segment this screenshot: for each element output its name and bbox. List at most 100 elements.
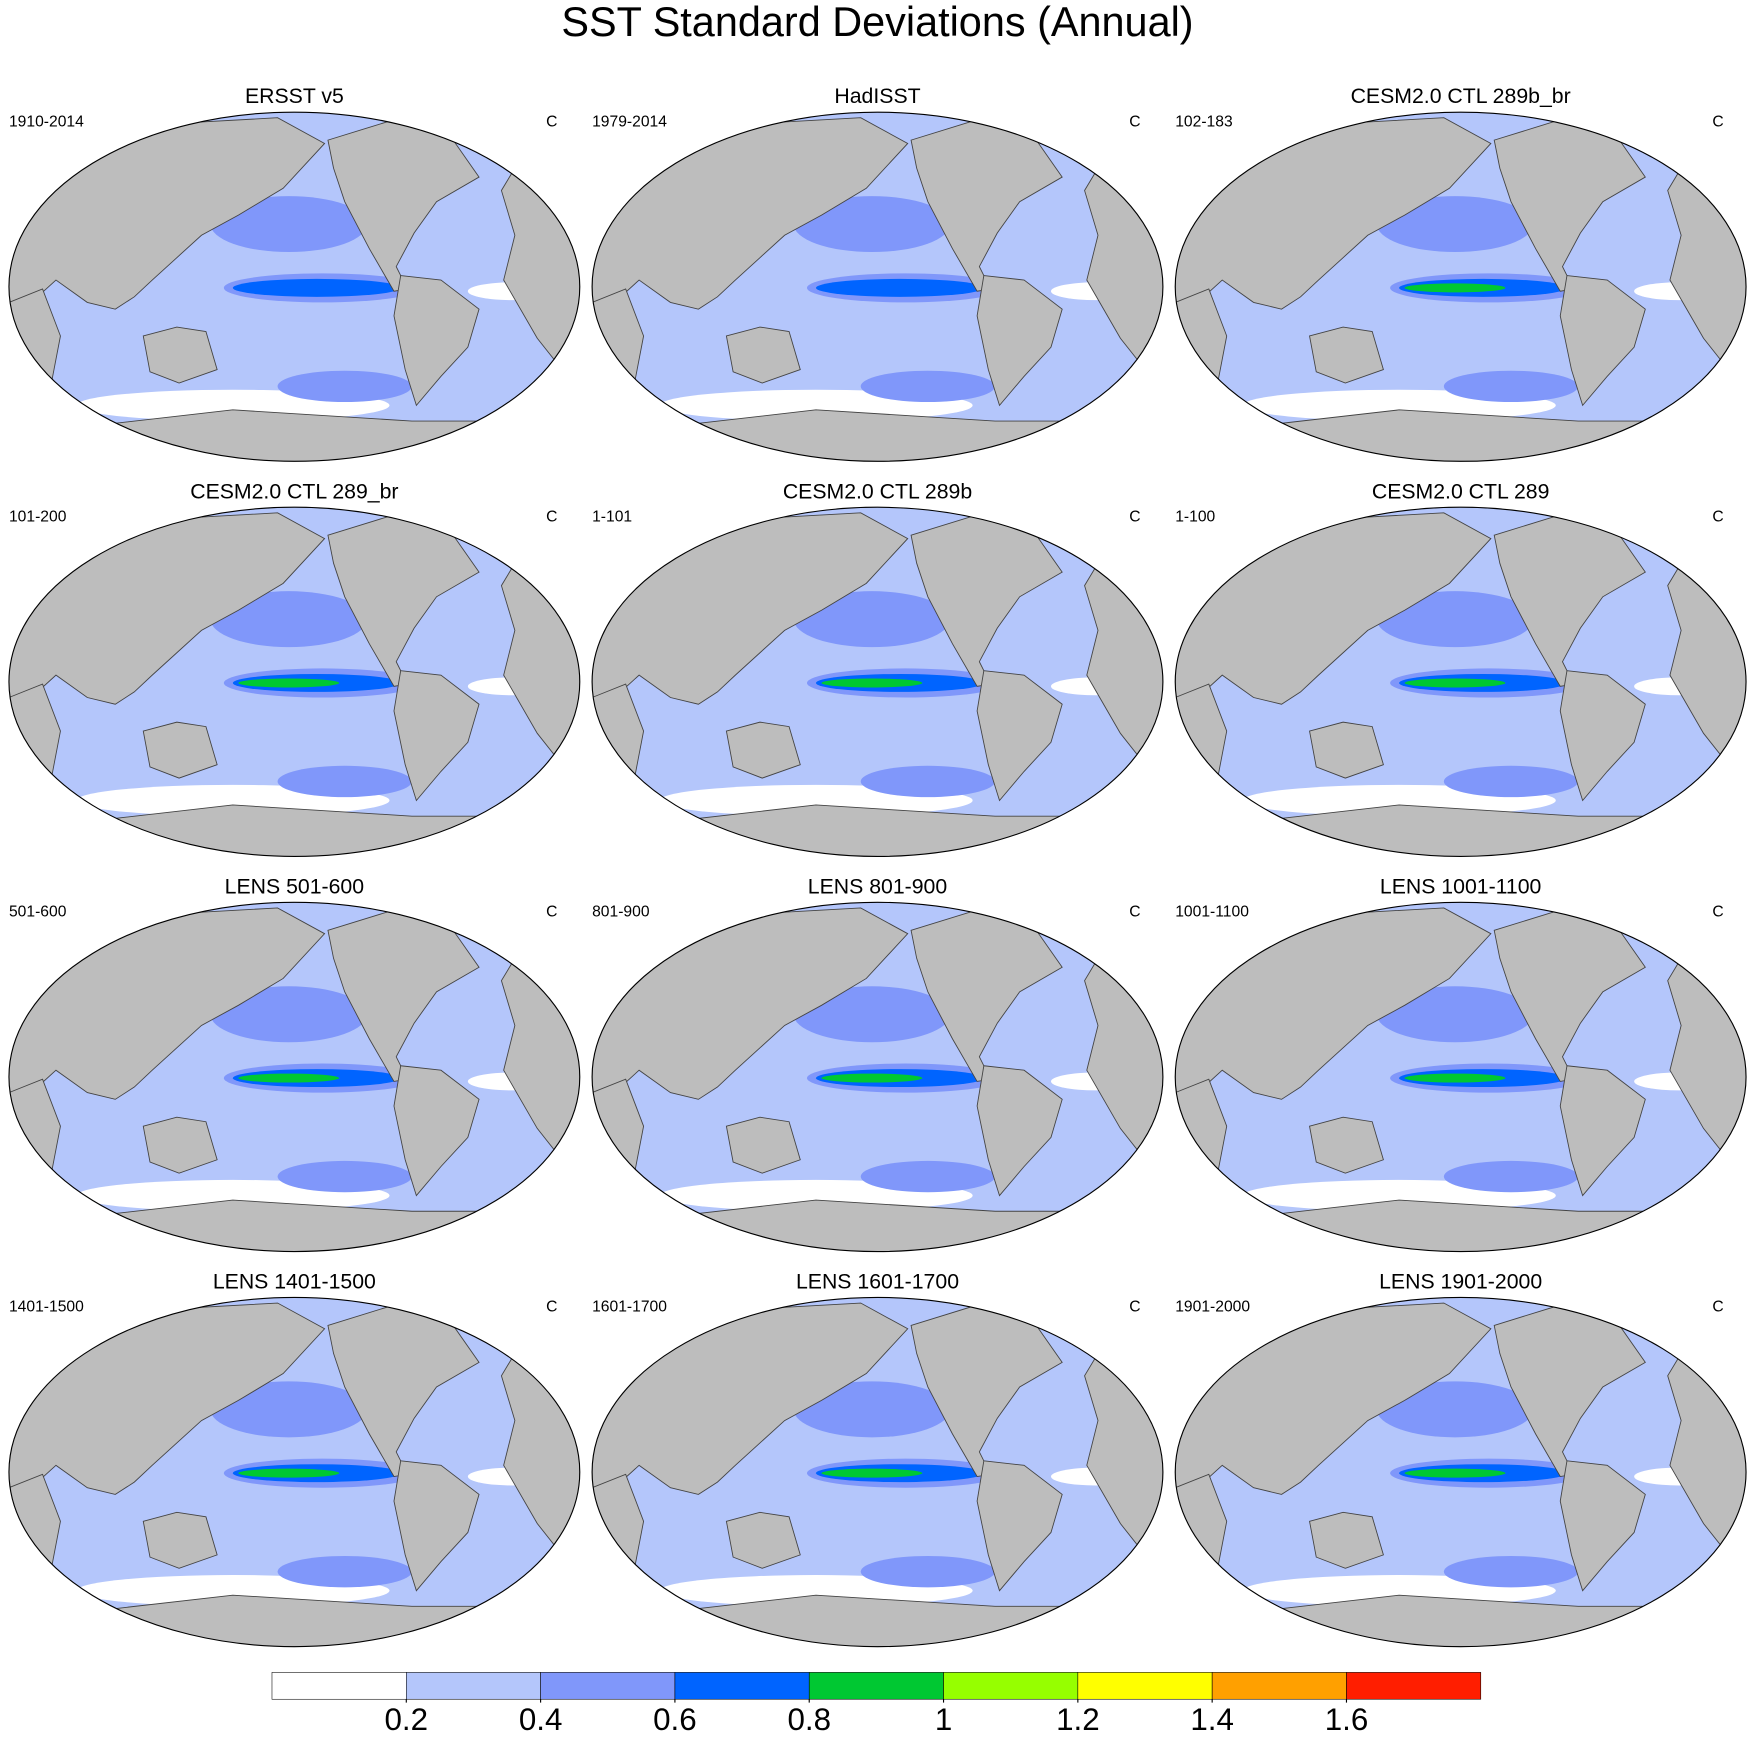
- map-border: [1174, 506, 1747, 858]
- panel-units: C: [546, 904, 557, 921]
- land: [8, 1199, 580, 1252]
- land: [1559, 1460, 1646, 1592]
- mid-variability: [210, 1381, 368, 1438]
- land: [592, 1199, 1163, 1252]
- panel-units: C: [1712, 904, 1723, 921]
- colorbar-tick-label: 0.4: [519, 1702, 563, 1737]
- map-border: [1174, 901, 1747, 1253]
- mid-variability: [793, 196, 951, 253]
- mid-variability: [1443, 1555, 1579, 1588]
- mid-variability: [1443, 370, 1579, 403]
- land: [1559, 670, 1646, 802]
- colorbar-tick-label: 0.6: [653, 1702, 697, 1737]
- map-border: [8, 901, 581, 1253]
- land: [1309, 326, 1384, 384]
- land: [592, 409, 1163, 462]
- mid-variability: [277, 1160, 412, 1193]
- land: [976, 670, 1063, 802]
- land: [725, 1511, 801, 1569]
- panel-title: LENS 1001-1100: [1380, 874, 1541, 898]
- map: [1175, 112, 1747, 462]
- colorbar-box: [406, 1672, 541, 1700]
- land: [1309, 1116, 1384, 1174]
- panel-period: 102-183: [1175, 113, 1233, 130]
- panel-title: CESM2.0 CTL 289b_br: [1351, 84, 1571, 108]
- map-border: [591, 901, 1164, 1253]
- enso-band: [232, 278, 401, 297]
- panel-units: C: [1129, 113, 1140, 130]
- mid-variability: [277, 370, 412, 403]
- map-border: [1174, 1296, 1747, 1648]
- land: [393, 1065, 480, 1197]
- land: [592, 1594, 1163, 1647]
- panel-units: C: [1712, 113, 1723, 130]
- mid-variability: [210, 591, 368, 648]
- land: [1175, 1302, 1492, 1512]
- map-border: [1174, 111, 1747, 462]
- map: [1175, 1297, 1747, 1647]
- enso-core: [1404, 678, 1506, 688]
- mid-variability: [860, 765, 996, 798]
- panel-period: 501-600: [9, 904, 67, 921]
- map-border: [591, 111, 1164, 462]
- land: [725, 1116, 801, 1174]
- colorbar-box: [1077, 1672, 1213, 1700]
- land: [1559, 275, 1646, 407]
- map: [1175, 507, 1747, 857]
- panel-units: C: [1129, 1299, 1140, 1316]
- map-border: [8, 111, 581, 462]
- enso-core: [1404, 1073, 1506, 1083]
- land: [142, 326, 218, 384]
- panel-period: 1401-1500: [9, 1299, 84, 1316]
- map: [8, 112, 580, 462]
- land: [8, 804, 580, 857]
- land: [8, 1302, 326, 1512]
- mid-variability: [1376, 986, 1534, 1043]
- land: [393, 670, 480, 802]
- mid-variability: [793, 591, 951, 648]
- colorbar-tick-label: 1.6: [1325, 1702, 1369, 1737]
- land: [592, 804, 1163, 857]
- panel-period: 801-900: [592, 904, 650, 921]
- panel-units: C: [1712, 1299, 1723, 1316]
- mid-variability: [793, 1381, 951, 1438]
- panel-title: CESM2.0 CTL 289b: [783, 479, 972, 503]
- panel-period: 101-200: [9, 508, 67, 525]
- land: [1175, 117, 1492, 326]
- mid-variability: [210, 986, 368, 1043]
- land: [976, 1460, 1063, 1592]
- map-border: [591, 506, 1164, 858]
- enso-core: [821, 678, 923, 688]
- panel-period: 1910-2014: [9, 113, 84, 130]
- figure-title: SST Standard Deviations (Annual): [561, 0, 1193, 45]
- mid-variability: [1443, 1160, 1579, 1193]
- land: [393, 1460, 480, 1592]
- map-border: [8, 1296, 581, 1648]
- enso-core: [238, 678, 340, 688]
- colorbar-tick-label: 1: [935, 1702, 952, 1737]
- colorbar-box: [271, 1672, 407, 1700]
- map: [8, 902, 580, 1252]
- map: [592, 1297, 1163, 1647]
- land: [1309, 721, 1384, 779]
- land: [1175, 1199, 1747, 1252]
- panel-title: ERSST v5: [245, 84, 344, 108]
- panel-title: LENS 1601-1700: [796, 1269, 959, 1293]
- land: [8, 907, 326, 1117]
- land: [8, 512, 326, 721]
- enso-core: [1404, 283, 1506, 293]
- land: [1175, 804, 1747, 857]
- enso-core: [821, 1073, 923, 1083]
- land: [1175, 409, 1747, 462]
- colorbar-box: [943, 1672, 1079, 1700]
- land: [592, 907, 909, 1117]
- mid-variability: [860, 1160, 996, 1193]
- panel-period: 1-101: [592, 508, 632, 525]
- panel-units: C: [1712, 508, 1723, 525]
- mid-variability: [1376, 196, 1534, 253]
- mid-variability: [1376, 1381, 1534, 1438]
- enso-core: [821, 1468, 923, 1478]
- mid-variability: [1443, 765, 1579, 798]
- panel-units: C: [546, 1299, 557, 1316]
